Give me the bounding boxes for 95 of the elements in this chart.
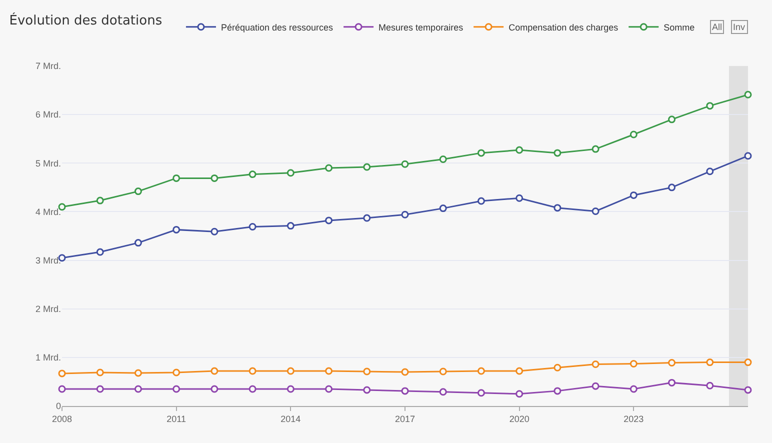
point bbox=[706, 382, 714, 390]
x-tick-label: 2008 bbox=[52, 414, 72, 424]
legend-label: Compensation des charges bbox=[508, 22, 619, 32]
point bbox=[286, 385, 294, 393]
point bbox=[592, 360, 600, 368]
point bbox=[134, 188, 142, 196]
point bbox=[172, 368, 180, 376]
point bbox=[172, 385, 180, 393]
point bbox=[401, 160, 409, 168]
point bbox=[516, 390, 524, 398]
point bbox=[516, 146, 524, 154]
point bbox=[668, 116, 676, 124]
point bbox=[439, 368, 447, 376]
x-tick-label: 2023 bbox=[624, 414, 644, 424]
point bbox=[439, 388, 447, 396]
point bbox=[401, 368, 409, 376]
point bbox=[172, 174, 180, 182]
point bbox=[325, 385, 333, 393]
point bbox=[96, 248, 104, 256]
point bbox=[744, 386, 752, 394]
point bbox=[248, 367, 256, 375]
legend-label: Péréquation des ressources bbox=[220, 22, 334, 32]
point bbox=[134, 369, 142, 377]
point bbox=[363, 163, 371, 171]
point bbox=[592, 145, 600, 153]
point bbox=[477, 367, 485, 375]
legend-label: Somme bbox=[664, 22, 695, 32]
legend-label: Mesures temporaires bbox=[378, 22, 464, 32]
point bbox=[706, 358, 714, 366]
point bbox=[58, 385, 66, 393]
point bbox=[477, 149, 485, 157]
point bbox=[706, 102, 714, 110]
y-tick-label: 0 bbox=[56, 401, 61, 412]
x-tick-label: 2011 bbox=[166, 414, 186, 424]
text: Inv bbox=[733, 22, 746, 32]
x-tick-label: 2014 bbox=[280, 414, 301, 424]
text: All bbox=[712, 22, 722, 32]
point bbox=[96, 385, 104, 393]
point bbox=[744, 358, 752, 366]
x-tick-label: 2020 bbox=[509, 414, 530, 424]
point bbox=[96, 368, 104, 376]
point bbox=[592, 382, 600, 390]
point bbox=[706, 168, 714, 176]
point bbox=[554, 387, 562, 395]
point bbox=[668, 359, 676, 367]
point bbox=[630, 130, 638, 138]
point bbox=[134, 385, 142, 393]
y-tick-label: 4 Mrd. bbox=[35, 206, 61, 217]
point bbox=[325, 367, 333, 375]
chart-title: Évolution des dotations bbox=[9, 11, 162, 28]
y-tick-label: 5 Mrd. bbox=[35, 158, 61, 168]
point bbox=[210, 174, 218, 182]
point bbox=[363, 368, 371, 376]
point bbox=[668, 378, 676, 386]
point bbox=[668, 184, 676, 192]
point bbox=[516, 194, 524, 202]
y-tick-label: 1 Mrd. bbox=[35, 352, 61, 363]
point bbox=[248, 170, 256, 178]
point bbox=[630, 385, 638, 393]
point bbox=[58, 370, 66, 378]
point bbox=[96, 196, 104, 204]
point bbox=[363, 214, 371, 222]
point bbox=[630, 360, 638, 368]
point bbox=[744, 90, 752, 98]
y-tick-label: 2 Mrd. bbox=[35, 304, 61, 314]
point bbox=[477, 197, 485, 205]
point bbox=[286, 222, 294, 230]
y-tick-label: 6 Mrd. bbox=[35, 110, 61, 120]
point bbox=[325, 216, 333, 224]
point bbox=[439, 204, 447, 212]
point bbox=[439, 156, 447, 164]
point bbox=[325, 164, 333, 172]
x-tick-label: 2017 bbox=[394, 414, 416, 424]
point bbox=[554, 364, 562, 372]
point bbox=[554, 204, 562, 212]
point bbox=[286, 169, 294, 177]
point bbox=[286, 367, 294, 375]
point bbox=[592, 207, 600, 215]
point bbox=[401, 210, 409, 218]
point bbox=[134, 239, 142, 247]
point bbox=[744, 152, 752, 160]
point bbox=[210, 385, 218, 393]
point bbox=[363, 386, 371, 394]
point bbox=[248, 385, 256, 393]
point bbox=[172, 226, 180, 234]
y-tick-label: 3 Mrd. bbox=[35, 255, 61, 266]
point bbox=[248, 223, 256, 231]
point bbox=[630, 191, 638, 199]
point bbox=[210, 228, 218, 236]
point bbox=[210, 367, 218, 375]
point bbox=[516, 367, 524, 375]
y-tick-label: 7 Mrd. bbox=[35, 61, 61, 72]
point bbox=[401, 387, 409, 395]
point bbox=[477, 389, 485, 397]
point bbox=[554, 149, 562, 157]
